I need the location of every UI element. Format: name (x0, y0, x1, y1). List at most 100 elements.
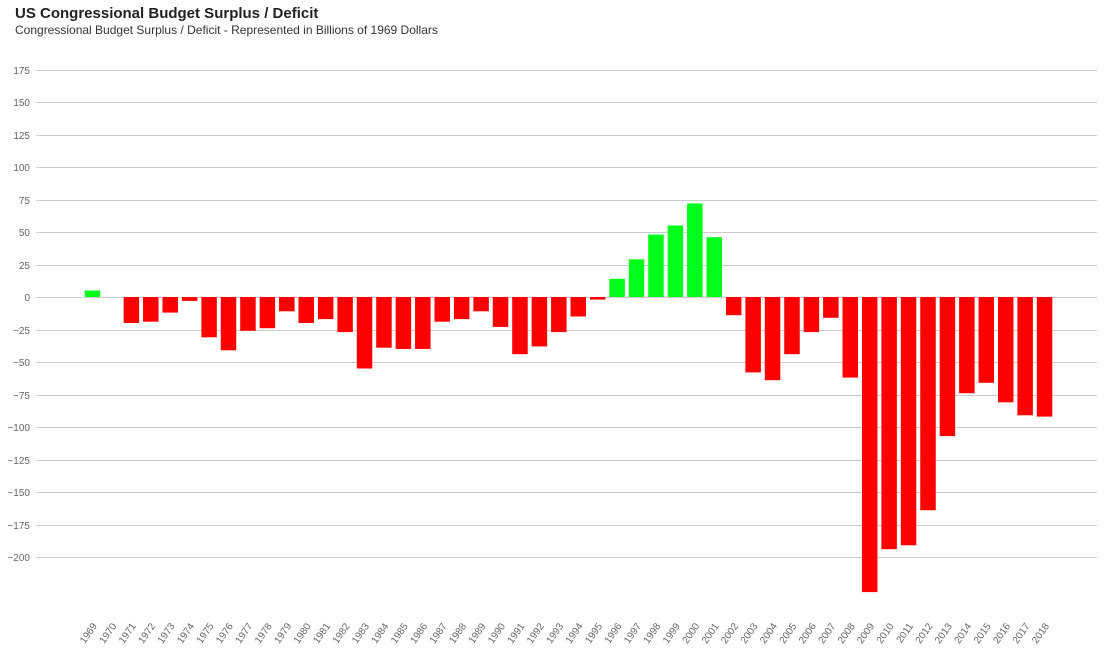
bar-2013 (939, 297, 956, 437)
x-tick-label-1980: 1980 (292, 621, 314, 646)
x-tick-label-2013: 2013 (933, 621, 955, 646)
bar-2003 (745, 297, 761, 373)
bar-1986 (415, 297, 431, 349)
x-tick-label-1983: 1983 (350, 621, 372, 646)
x-tick-label-1976: 1976 (214, 621, 236, 646)
x-tick-label-1988: 1988 (447, 621, 469, 646)
bar-1987 (434, 297, 450, 322)
x-tick-label-1982: 1982 (331, 621, 353, 646)
y-tick-label: 25 (19, 261, 31, 272)
bar-2000 (687, 203, 703, 297)
x-tick-label-1991: 1991 (506, 621, 528, 646)
x-tick-label-2009: 2009 (855, 621, 877, 646)
bar-1998 (648, 234, 664, 297)
y-tick-label: −100 (7, 423, 30, 434)
bar-1997 (628, 259, 645, 297)
bar-1979 (279, 297, 295, 312)
bar-2005 (784, 297, 800, 355)
bar-2002 (725, 297, 742, 316)
x-tick-label-2015: 2015 (972, 621, 994, 646)
bar-2006 (803, 297, 820, 333)
x-tick-label-2008: 2008 (836, 621, 858, 646)
x-tick-label-1995: 1995 (583, 621, 605, 646)
x-tick-label-1974: 1974 (175, 621, 197, 646)
x-tick-label-2012: 2012 (914, 621, 936, 646)
y-tick-label: −75 (13, 391, 30, 402)
chart-subtitle: Congressional Budget Surplus / Deficit -… (15, 23, 438, 37)
x-tick-label-1978: 1978 (253, 621, 275, 646)
x-tick-label-2010: 2010 (875, 621, 897, 646)
bar-1994 (570, 297, 586, 317)
bar-2004 (764, 297, 781, 381)
x-tick-label-1998: 1998 (642, 621, 664, 646)
x-tick-label-2001: 2001 (700, 621, 722, 646)
x-tick-label-1997: 1997 (622, 621, 644, 646)
bar-1988 (453, 297, 470, 320)
y-tick-label: 0 (24, 293, 30, 304)
y-tick-label: −25 (13, 326, 30, 337)
bar-2016 (997, 297, 1014, 403)
bar-1991 (512, 297, 528, 355)
bar-1973 (162, 297, 178, 313)
x-tick-label-2007: 2007 (817, 621, 839, 646)
bar-1977 (240, 297, 256, 331)
bar-2018 (1036, 297, 1053, 417)
x-tick-label-2017: 2017 (1011, 621, 1033, 646)
x-tick-label-1971: 1971 (117, 621, 139, 646)
x-tick-label-1996: 1996 (603, 621, 625, 646)
bar-2011 (900, 297, 917, 546)
bar-1969 (84, 290, 101, 297)
y-tick-label: 150 (13, 98, 30, 109)
y-tick-label: −150 (7, 488, 30, 499)
x-tick-label-1981: 1981 (311, 621, 333, 646)
bar-1990 (492, 297, 509, 327)
bar-1972 (143, 297, 159, 322)
gridlines (36, 70, 1097, 558)
x-tick-label-2005: 2005 (778, 621, 800, 646)
x-tick-label-1994: 1994 (564, 621, 586, 646)
y-tick-label: 100 (13, 163, 30, 174)
bar-2010 (881, 297, 897, 550)
bar-1978 (259, 297, 276, 329)
bar-2001 (706, 237, 723, 297)
bar-2007 (823, 297, 839, 318)
bar-1989 (473, 297, 489, 312)
x-tick-label-1992: 1992 (525, 621, 547, 646)
bar-2012 (920, 297, 936, 511)
y-tick-label: 125 (13, 131, 30, 142)
x-tick-label-1990: 1990 (486, 621, 508, 646)
y-tick-label: −125 (7, 456, 30, 467)
x-tick-label-1993: 1993 (545, 621, 567, 646)
bar-1999 (667, 225, 684, 297)
y-tick-label: 50 (19, 228, 31, 239)
x-tick-label-2014: 2014 (953, 621, 975, 646)
x-tick-label-2003: 2003 (739, 621, 761, 646)
x-tick-label-2002: 2002 (719, 621, 741, 646)
x-tick-label-1979: 1979 (272, 621, 294, 646)
x-tick-label-1973: 1973 (156, 621, 178, 646)
bar-2009 (861, 297, 878, 593)
bar-1980 (298, 297, 314, 323)
x-tick-label-2016: 2016 (991, 621, 1013, 646)
bar-1976 (220, 297, 237, 351)
bar-1971 (123, 297, 140, 323)
bar-1983 (356, 297, 373, 369)
bar-1982 (337, 297, 353, 333)
y-tick-label: 75 (19, 196, 31, 207)
chart-title: US Congressional Budget Surplus / Defici… (15, 5, 319, 22)
bar-2014 (959, 297, 975, 394)
x-tick-label-2004: 2004 (758, 621, 780, 646)
y-tick-label: −50 (13, 358, 30, 369)
bar-1985 (395, 297, 412, 349)
bar-2008 (842, 297, 859, 378)
x-tick-label-1975: 1975 (195, 621, 217, 646)
x-tick-label-1969: 1969 (78, 621, 100, 646)
bar-1995 (589, 297, 606, 300)
x-tick-label-1984: 1984 (370, 621, 392, 646)
bar-1984 (376, 297, 392, 348)
y-tick-label: −175 (7, 521, 30, 532)
x-tick-label-1989: 1989 (467, 621, 489, 646)
bar-1996 (609, 278, 625, 297)
bar-2017 (1017, 297, 1033, 416)
